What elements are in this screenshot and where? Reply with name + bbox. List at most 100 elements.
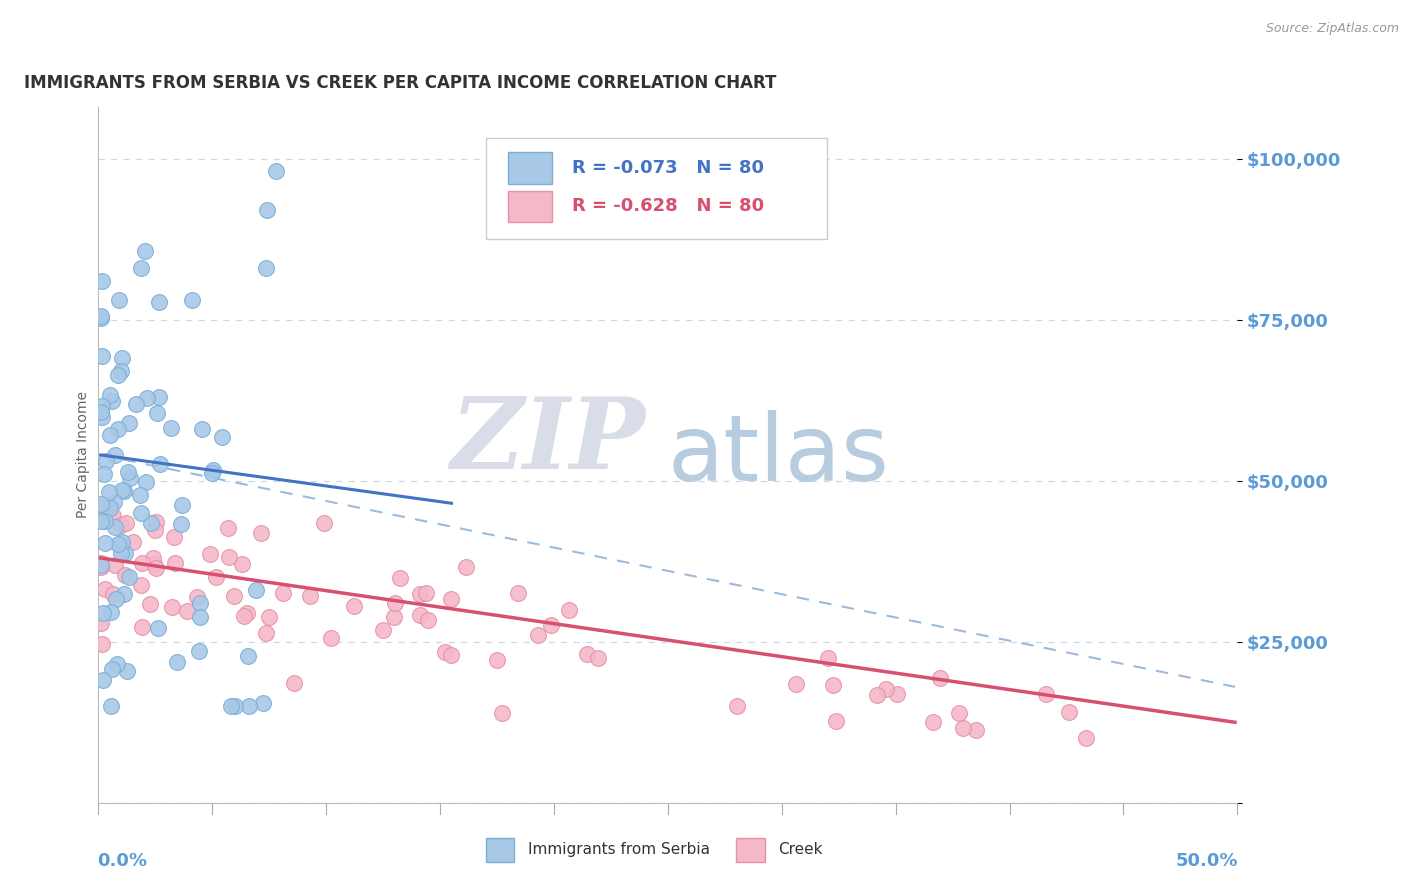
Point bbox=[107, 368, 129, 382]
Point bbox=[134, 244, 156, 259]
Point bbox=[965, 723, 987, 737]
Point bbox=[785, 676, 807, 690]
Point bbox=[90, 405, 112, 419]
Point bbox=[506, 586, 529, 600]
Point bbox=[115, 516, 138, 531]
Point bbox=[91, 637, 114, 651]
Point bbox=[371, 623, 394, 637]
Point bbox=[101, 509, 124, 524]
Point bbox=[166, 655, 188, 669]
Text: atlas: atlas bbox=[668, 410, 890, 500]
Point bbox=[218, 549, 240, 564]
Point bbox=[98, 428, 121, 442]
Text: ZIP: ZIP bbox=[450, 392, 645, 489]
Point bbox=[252, 696, 274, 710]
Point bbox=[190, 422, 212, 436]
Point bbox=[91, 673, 114, 687]
Point bbox=[817, 651, 839, 665]
Point bbox=[100, 606, 122, 620]
Point bbox=[486, 653, 509, 667]
Point bbox=[160, 600, 183, 615]
Point bbox=[111, 483, 134, 497]
Point bbox=[90, 514, 112, 528]
Point bbox=[170, 517, 193, 532]
Point bbox=[211, 429, 233, 443]
FancyBboxPatch shape bbox=[509, 191, 551, 222]
Point bbox=[94, 514, 117, 528]
Point bbox=[236, 648, 259, 663]
Point bbox=[111, 351, 134, 366]
Point bbox=[256, 261, 278, 276]
Point bbox=[91, 606, 114, 620]
Point bbox=[172, 498, 194, 512]
Point bbox=[90, 500, 112, 514]
Point bbox=[886, 687, 908, 701]
Point bbox=[128, 488, 150, 502]
Point bbox=[1074, 731, 1097, 746]
Point bbox=[145, 516, 167, 530]
Point bbox=[188, 596, 211, 610]
Point bbox=[1035, 686, 1057, 700]
Point bbox=[129, 578, 152, 592]
Text: Creek: Creek bbox=[779, 842, 823, 857]
Point bbox=[108, 293, 131, 307]
Point bbox=[98, 484, 121, 499]
Point bbox=[101, 587, 124, 601]
Point bbox=[148, 295, 170, 310]
Point bbox=[586, 651, 609, 665]
Point bbox=[90, 310, 112, 324]
Point bbox=[948, 706, 970, 720]
Point bbox=[135, 475, 157, 490]
Point bbox=[233, 609, 256, 624]
Point bbox=[205, 570, 228, 584]
Point bbox=[491, 706, 513, 721]
Point bbox=[952, 721, 974, 735]
Point bbox=[283, 676, 305, 690]
Point bbox=[540, 617, 562, 632]
Point bbox=[238, 699, 260, 714]
Point bbox=[111, 534, 134, 549]
Point bbox=[90, 556, 112, 570]
Point bbox=[224, 589, 246, 603]
Point bbox=[129, 507, 152, 521]
Text: R = -0.628   N = 80: R = -0.628 N = 80 bbox=[572, 197, 765, 215]
Point bbox=[160, 421, 183, 435]
Point bbox=[259, 610, 281, 624]
Point bbox=[148, 390, 170, 404]
Point bbox=[117, 465, 139, 479]
Point bbox=[254, 626, 277, 640]
Point bbox=[823, 678, 845, 692]
FancyBboxPatch shape bbox=[509, 153, 551, 184]
Point bbox=[107, 422, 129, 436]
Point bbox=[245, 582, 267, 597]
Point bbox=[90, 310, 112, 325]
Point bbox=[343, 599, 366, 613]
Point bbox=[271, 586, 294, 600]
Point bbox=[131, 556, 153, 570]
Point bbox=[415, 586, 437, 600]
Point bbox=[98, 388, 121, 402]
Point bbox=[90, 560, 112, 574]
Point bbox=[125, 397, 148, 411]
Point bbox=[527, 628, 550, 642]
Point bbox=[439, 648, 461, 662]
Point bbox=[110, 546, 132, 560]
Point bbox=[91, 349, 114, 363]
Point bbox=[114, 546, 136, 560]
Point bbox=[110, 518, 132, 533]
Point bbox=[163, 530, 186, 544]
Point bbox=[825, 714, 848, 728]
Point bbox=[104, 448, 127, 462]
Point bbox=[90, 399, 112, 413]
Point bbox=[131, 619, 153, 633]
Y-axis label: Per Capita Income: Per Capita Income bbox=[76, 392, 90, 518]
Point bbox=[112, 483, 135, 498]
Point bbox=[104, 558, 127, 573]
Point bbox=[866, 688, 889, 702]
Point bbox=[121, 534, 143, 549]
Point bbox=[384, 596, 406, 610]
Point bbox=[103, 495, 125, 509]
Point bbox=[104, 592, 127, 607]
Point bbox=[725, 698, 748, 713]
Point bbox=[298, 589, 321, 603]
